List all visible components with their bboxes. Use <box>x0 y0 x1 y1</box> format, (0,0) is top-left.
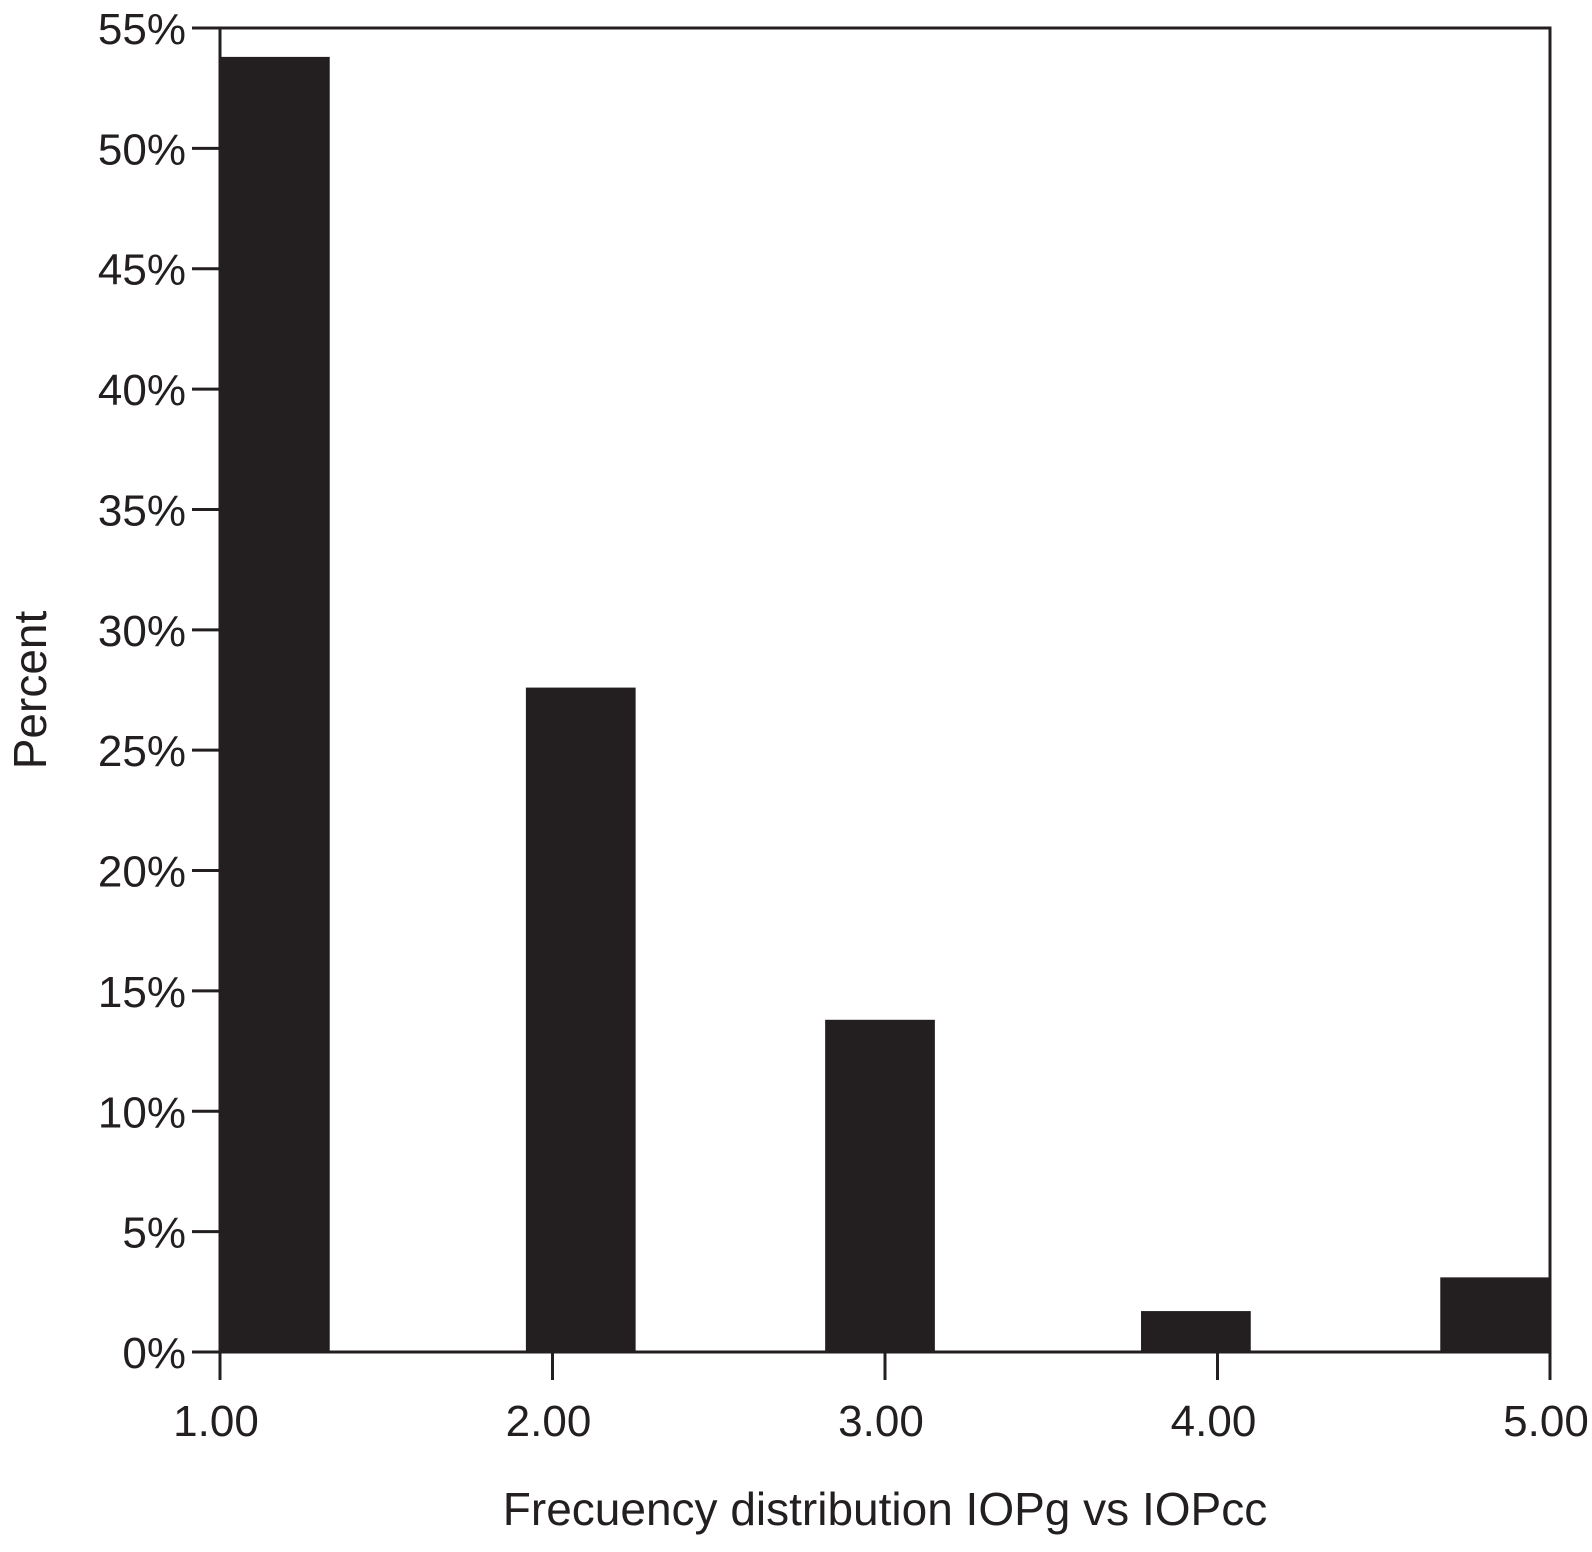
y-tick-label: 30% <box>98 607 186 656</box>
y-axis-label: Percent <box>4 611 56 770</box>
y-tick-label: 0% <box>122 1329 186 1378</box>
x-axis-label: Frecuency distribution IOPg vs IOPcc <box>503 1483 1267 1535</box>
x-tick-label: 2.00 <box>506 1397 592 1446</box>
y-tick-label: 5% <box>122 1209 186 1258</box>
y-tick-label: 15% <box>98 968 186 1017</box>
x-axis: 1.00 2.00 3.00 4.00 5.00 <box>173 1352 1589 1446</box>
bar-4 <box>1141 1311 1251 1352</box>
y-tick-label: 25% <box>98 727 186 776</box>
y-tick-label: 45% <box>98 246 186 295</box>
x-tick-label: 4.00 <box>1171 1397 1257 1446</box>
bar-5 <box>1440 1277 1550 1352</box>
y-tick-label: 50% <box>98 125 186 174</box>
y-tick-label: 20% <box>98 848 186 897</box>
y-tick-label: 55% <box>98 5 186 54</box>
x-tick-label: 3.00 <box>838 1397 924 1446</box>
y-tick-label: 10% <box>98 1088 186 1137</box>
bar-3 <box>825 1019 935 1352</box>
x-tick-label: 1.00 <box>173 1397 259 1446</box>
bar-1 <box>220 56 330 1352</box>
bars <box>220 56 1550 1352</box>
y-tick-label: 40% <box>98 366 186 415</box>
y-axis: 0% 5% 10% 15% 20% 25% 30% 35% 40% 45% 50% 55% <box>98 5 220 1378</box>
x-tick-label: 5.00 <box>1503 1397 1589 1446</box>
bar-2 <box>525 687 636 1352</box>
y-tick-label: 35% <box>98 486 186 535</box>
